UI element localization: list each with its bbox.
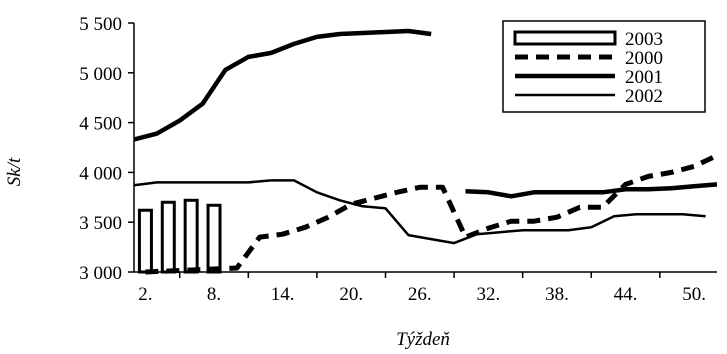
series-line-2002 — [133, 179, 706, 245]
x-tick-label: 14. — [271, 284, 295, 305]
legend-label-2001: 2001 — [625, 67, 663, 88]
x-tick-label: 26. — [408, 284, 432, 305]
x-tick-label: 2. — [138, 284, 152, 305]
series-line-unnamed-4 — [465, 182, 718, 199]
y-tick-label: 5 500 — [79, 14, 122, 35]
legend-label-2000: 2000 — [625, 48, 663, 69]
y-tick-label: 4 000 — [79, 163, 122, 184]
bar-2003 — [206, 203, 222, 274]
bar-2003 — [137, 208, 153, 274]
bar-2003 — [183, 198, 199, 274]
y-tick-label: 4 500 — [79, 114, 122, 135]
plot-area — [133, 28, 719, 275]
y-axis-title: Sk/t — [4, 157, 25, 186]
x-axis-title: Týždeň — [396, 329, 450, 350]
legend-label-2003: 2003 — [625, 29, 663, 50]
legend-label-2002: 2002 — [625, 86, 663, 107]
x-tick-label: 38. — [545, 284, 569, 305]
y-tick-label: 5 000 — [79, 64, 122, 85]
bar-2003 — [160, 200, 176, 274]
series-line-2001 — [133, 28, 432, 142]
x-tick-label: 50. — [682, 284, 706, 305]
y-tick-label: 3 500 — [79, 213, 122, 234]
x-tick-label: 44. — [614, 284, 638, 305]
y-tick-label: 3 000 — [79, 263, 122, 284]
x-tick-label: 8. — [207, 284, 221, 305]
axes: 3 000 3 500 4 000 4 500 5 000 5 500 2. 8. 14. 20.… — [79, 14, 717, 305]
legend-swatch-2003 — [513, 30, 617, 46]
x-tick-label: 20. — [339, 284, 363, 305]
x-tick-label: 32. — [476, 284, 500, 305]
